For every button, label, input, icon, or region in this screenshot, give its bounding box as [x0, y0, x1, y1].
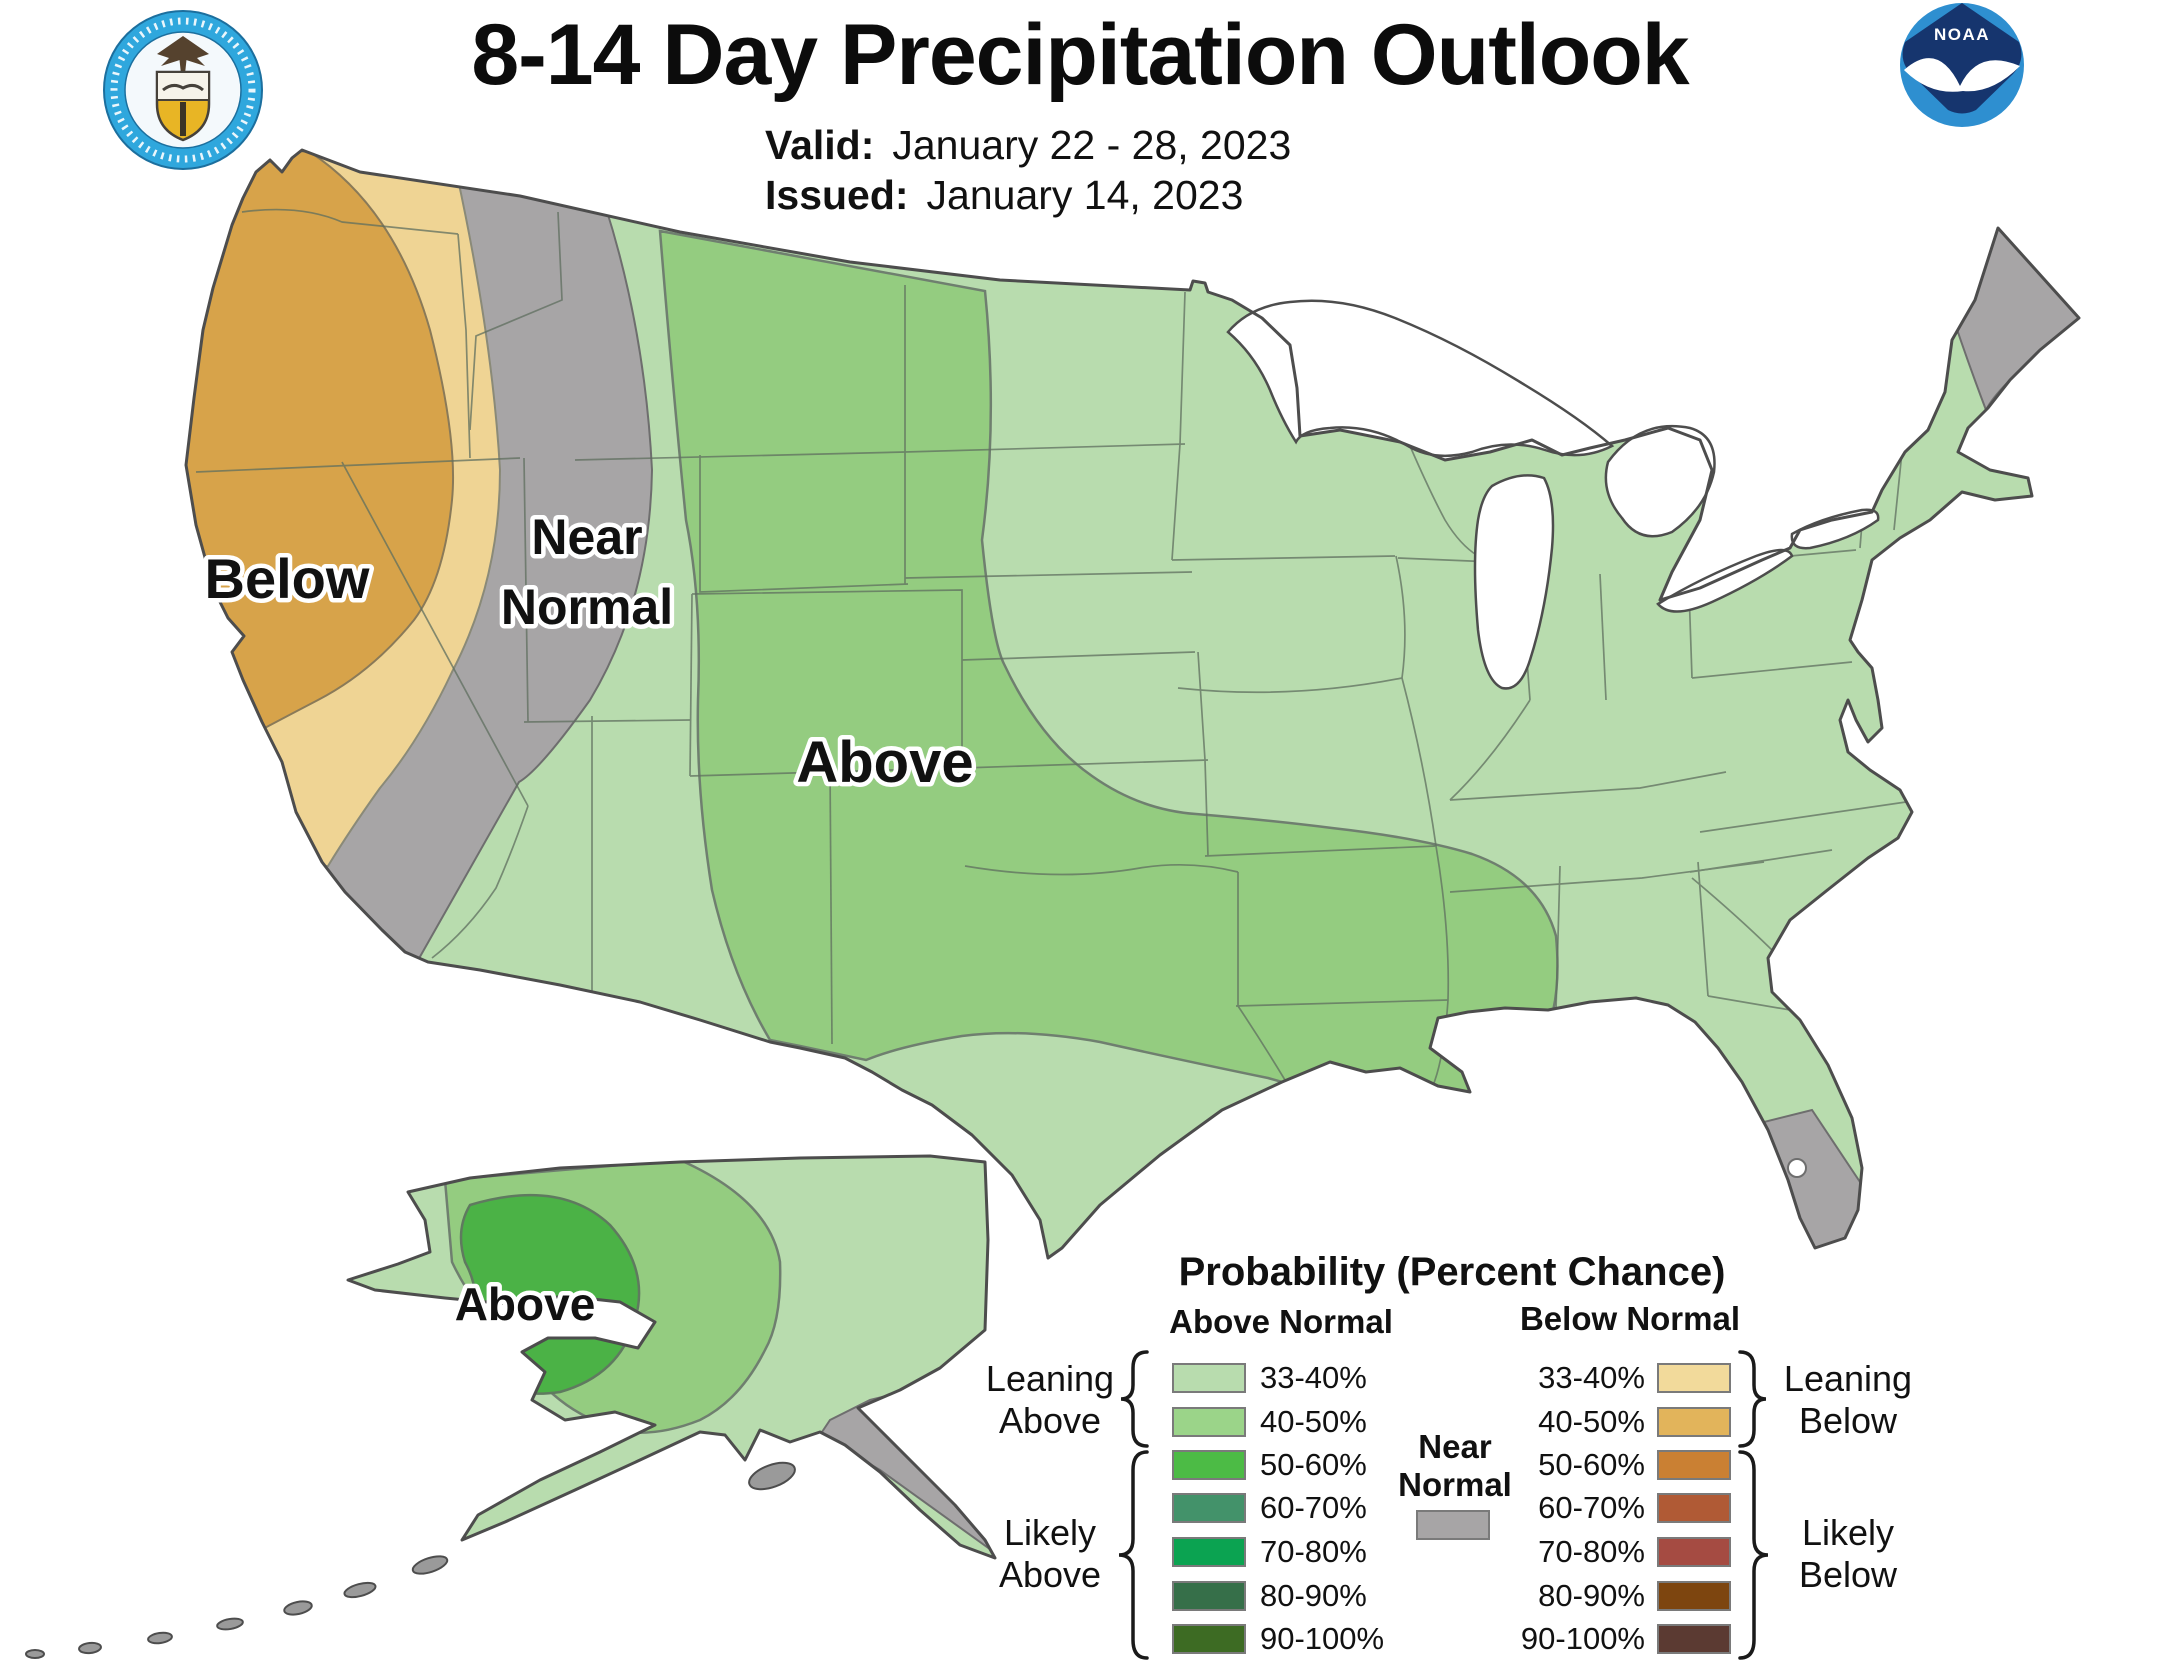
legend-group-likely-below: Likely Below — [1748, 1512, 1948, 1596]
legend-swatch-near-normal — [1416, 1510, 1490, 1540]
legend-below-header: Below Normal — [1519, 1300, 1741, 1337]
legend-swatch-above-90-100 — [1172, 1624, 1246, 1654]
aleutian-islands — [25, 1461, 796, 1659]
map-label-near: Near — [531, 509, 642, 565]
brace-likely-above — [1118, 1450, 1149, 1660]
legend-range-below-40-50: 40-50% — [1538, 1404, 1645, 1439]
noaa-logo-icon: NOAA — [1900, 3, 2024, 127]
legend-range-above-50-60: 50-60% — [1260, 1447, 1367, 1482]
leaning-below-line1: Leaning — [1783, 1358, 1913, 1399]
legend-swatch-above-70-80 — [1172, 1537, 1246, 1567]
legend-range-above-70-80: 70-80% — [1260, 1534, 1367, 1569]
map-label-alaska-above: Above — [455, 1278, 596, 1330]
legend-group-leaning-above: Leaning Above — [950, 1358, 1150, 1442]
legend-near-line1: Near — [1418, 1428, 1492, 1465]
region-below-40 — [186, 150, 455, 742]
valid-value: January 22 - 28, 2023 — [892, 122, 1292, 168]
noaa-gull — [1904, 58, 2020, 92]
doc-eagle — [157, 36, 209, 74]
likely-below-line2: Below — [1798, 1554, 1898, 1595]
legend-range-above-60-70: 60-70% — [1260, 1490, 1367, 1525]
likely-above-line1: Likely — [1003, 1512, 1097, 1553]
conus-region — [184, 148, 2081, 1260]
map-label-normal: Normal — [501, 579, 673, 635]
legend-range-above-80-90: 80-90% — [1260, 1578, 1367, 1613]
map-label-above: Above — [796, 730, 973, 795]
doc-seal-icon — [103, 10, 263, 170]
map-label-below: Below — [205, 547, 370, 610]
legend-range-above-90-100: 90-100% — [1260, 1621, 1385, 1656]
valid-line: Valid: January 22 - 28, 2023 — [765, 122, 1291, 169]
lake-okeechobee — [1787, 1158, 1807, 1178]
issued-line: Issued: January 14, 2023 — [765, 172, 1243, 219]
leaning-above-line1: Leaning — [985, 1358, 1115, 1399]
likely-below-line1: Likely — [1801, 1512, 1895, 1553]
conus-outline — [184, 148, 2081, 1260]
kodiak-island — [748, 1461, 796, 1491]
legend-range-below-90-100: 90-100% — [1520, 1621, 1645, 1656]
legend-range-below-50-60: 50-60% — [1538, 1447, 1645, 1482]
legend-swatch-above-60-70 — [1172, 1493, 1246, 1523]
leaning-below-line2: Below — [1798, 1400, 1898, 1441]
legend-swatch-below-80-90 — [1657, 1581, 1731, 1611]
legend-near-line2: Normal — [1398, 1466, 1512, 1503]
lake-erie — [1656, 548, 1794, 613]
legend-swatch-below-70-80 — [1657, 1537, 1731, 1567]
legend-range-below-70-80: 70-80% — [1538, 1534, 1645, 1569]
legend-above-header: Above Normal — [1169, 1303, 1393, 1340]
legend-range-below-60-70: 60-70% — [1538, 1490, 1645, 1525]
alaska-outline — [346, 1154, 997, 1560]
legend-range-below-33-40: 33-40% — [1538, 1360, 1645, 1395]
legend-swatch-below-50-60 — [1657, 1450, 1731, 1480]
brace-likely-below — [1738, 1450, 1769, 1660]
page-title: 8-14 Day Precipitation Outlook — [471, 7, 1689, 103]
legend-range-above-33-40: 33-40% — [1260, 1360, 1367, 1395]
doc-shield — [155, 70, 211, 142]
legend-swatch-above-40-50 — [1172, 1407, 1246, 1437]
great-lakes — [1226, 299, 1880, 690]
issued-value: January 14, 2023 — [926, 172, 1244, 218]
legend-range-below-80-90: 80-90% — [1538, 1578, 1645, 1613]
issued-label: Issued: — [765, 172, 909, 218]
legend-title: Probability (Percent Chance) — [1178, 1250, 1726, 1294]
brace-leaning-below — [1738, 1350, 1767, 1448]
legend-swatch-above-80-90 — [1172, 1581, 1246, 1611]
lake-superior — [1226, 299, 1615, 458]
noaa-logo-text: NOAA — [1934, 25, 1990, 44]
legend-range-above-40-50: 40-50% — [1260, 1404, 1367, 1439]
legend-group-leaning-below: Leaning Below — [1748, 1358, 1948, 1442]
valid-label: Valid: — [765, 122, 875, 168]
legend-swatch-below-60-70 — [1657, 1493, 1731, 1523]
leaning-above-line2: Above — [998, 1400, 1102, 1441]
brace-leaning-above — [1120, 1350, 1149, 1448]
legend-group-likely-above: Likely Above — [950, 1512, 1150, 1596]
legend-braces — [1118, 1350, 1769, 1660]
legend-near-normal-label: Near Normal — [1360, 1428, 1550, 1504]
legend-swatch-below-33-40 — [1657, 1363, 1731, 1393]
likely-above-line2: Above — [998, 1554, 1102, 1595]
lake-ontario — [1790, 508, 1880, 550]
legend-swatch-below-40-50 — [1657, 1407, 1731, 1437]
alaska-region — [25, 1154, 997, 1659]
legend-swatch-above-50-60 — [1172, 1450, 1246, 1480]
legend-swatch-below-90-100 — [1657, 1624, 1731, 1654]
legend-swatch-above-33-40 — [1172, 1363, 1246, 1393]
lake-michigan — [1473, 474, 1555, 690]
